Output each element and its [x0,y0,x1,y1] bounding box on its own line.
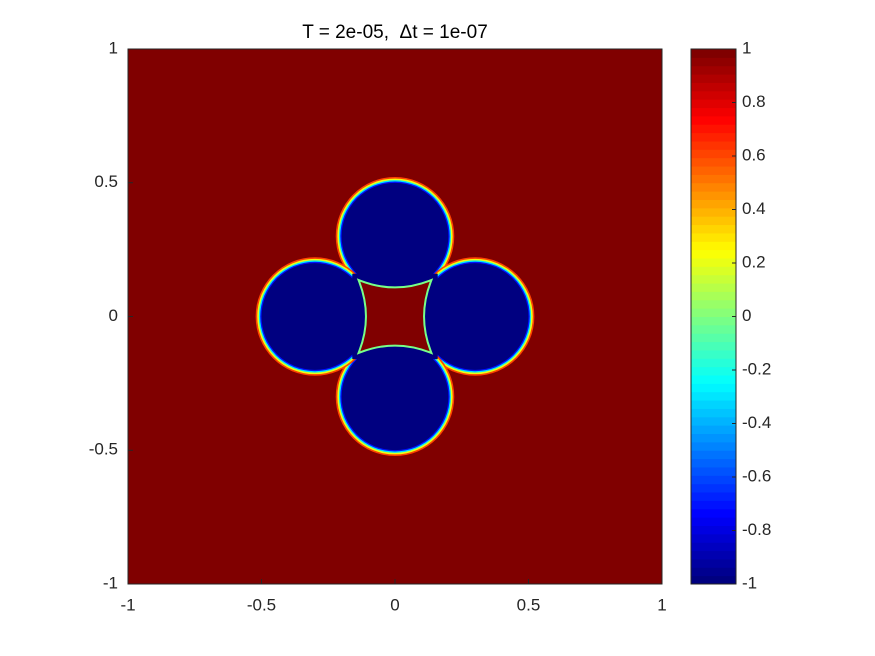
colorbar-swatch [691,475,736,485]
colorbar-swatch [691,166,736,175]
colorbar-swatch [691,450,736,460]
colorbar-tick-label: 0 [742,306,751,325]
colorbar-swatch [691,124,736,134]
colorbar-swatch [691,207,736,217]
colorbar-swatch [691,90,736,100]
colorbar-tick-label: -1 [742,573,757,592]
colorbar-swatch [691,257,736,267]
colorbar-swatch [691,149,736,159]
colorbar-tick-label: -0.6 [742,466,771,485]
x-tick-label: -0.5 [247,595,276,614]
x-tick-label: 0.5 [517,595,541,614]
y-tick-label: 0 [109,306,118,325]
colorbar-swatch [691,49,736,58]
colorbar-swatch [691,366,736,376]
phase-disk [261,263,369,370]
colorbar-swatch [691,308,736,317]
colorbar-swatch [691,333,736,343]
colorbar-swatch [691,299,736,309]
colorbar-tick-label: 0.4 [742,199,766,218]
colorbar-swatch [691,349,736,359]
phase-disk [341,182,449,290]
colorbar-tick-label: -0.8 [742,520,771,539]
x-tick-label: 0 [390,595,399,614]
colorbar-swatch [691,99,736,109]
colorbar-swatch [691,433,736,443]
colorbar-swatch [691,567,736,577]
colorbar-swatch [691,383,736,393]
colorbar-swatch [691,575,736,585]
colorbar-swatch [691,542,736,552]
colorbar-tick-label: 0.2 [742,252,766,271]
colorbar-swatch [691,483,736,493]
colorbar-swatch [691,274,736,284]
y-tick-label: -0.5 [89,440,118,459]
y-tick-label: 1 [109,38,118,57]
colorbar-swatch [691,224,736,234]
colorbar-swatch [691,57,736,67]
colorbar-swatch [691,492,736,501]
colorbar-swatch [691,216,736,226]
colorbar-swatch [691,232,736,242]
chart-title: T = 2e-05, Δt = 1e-07 [302,22,488,43]
colorbar-swatch [691,174,736,184]
colorbar-swatch [691,425,736,435]
colorbar-swatch [691,266,736,276]
colorbar-swatch [691,283,736,292]
colorbar-swatch [691,391,736,401]
colorbar-swatch [691,191,736,200]
colorbar-swatch [691,115,736,125]
colorbar-swatch [691,466,736,476]
colorbar-swatch [691,500,736,510]
colorbar-swatch [691,291,736,301]
colorbar-swatch [691,249,736,259]
colorbar-swatch [691,82,736,92]
phase-hole [360,281,430,352]
colorbar-swatch [691,182,736,192]
colorbar-swatch [691,375,736,384]
colorbar-tick-label: -0.4 [742,413,771,432]
colorbar-swatch [691,157,736,167]
colorbar-swatch [691,316,736,326]
colorbar-swatch [691,107,736,117]
colorbar-swatch [691,533,736,543]
colorbar-swatch [691,241,736,251]
colorbar-swatch [691,416,736,426]
colorbar-swatch [691,458,736,468]
colorbar-swatch [691,341,736,351]
x-tick-label: 1 [657,595,666,614]
x-tick-label: -1 [120,595,135,614]
colorbar-swatch [691,132,736,142]
colorbar-swatch [691,441,736,451]
colorbar-tick-label: 1 [742,38,751,57]
colorbar-swatch [691,400,736,409]
colorbar-swatch [691,558,736,568]
y-tick-label: 0.5 [94,172,118,191]
colorbar-swatch [691,508,736,518]
y-tick-label: -1 [103,573,118,592]
colorbar-tick-label: -0.2 [742,359,771,378]
colorbar-swatch [691,74,736,83]
colorbar-swatch [691,65,736,75]
colorbar-swatch [691,408,736,418]
colorbar-tick-label: 0.6 [742,145,766,164]
colorbar-swatch [691,517,736,526]
colorbar-swatch [691,525,736,535]
phase-disk [421,263,529,370]
colorbar-swatch [691,358,736,368]
colorbar-swatch [691,324,736,334]
colorbar-swatch [691,550,736,560]
phase-disk [341,343,449,451]
colorbar-tick-label: 0.8 [742,92,766,111]
colorbar-swatch [691,199,736,209]
colorbar-swatch [691,140,736,150]
